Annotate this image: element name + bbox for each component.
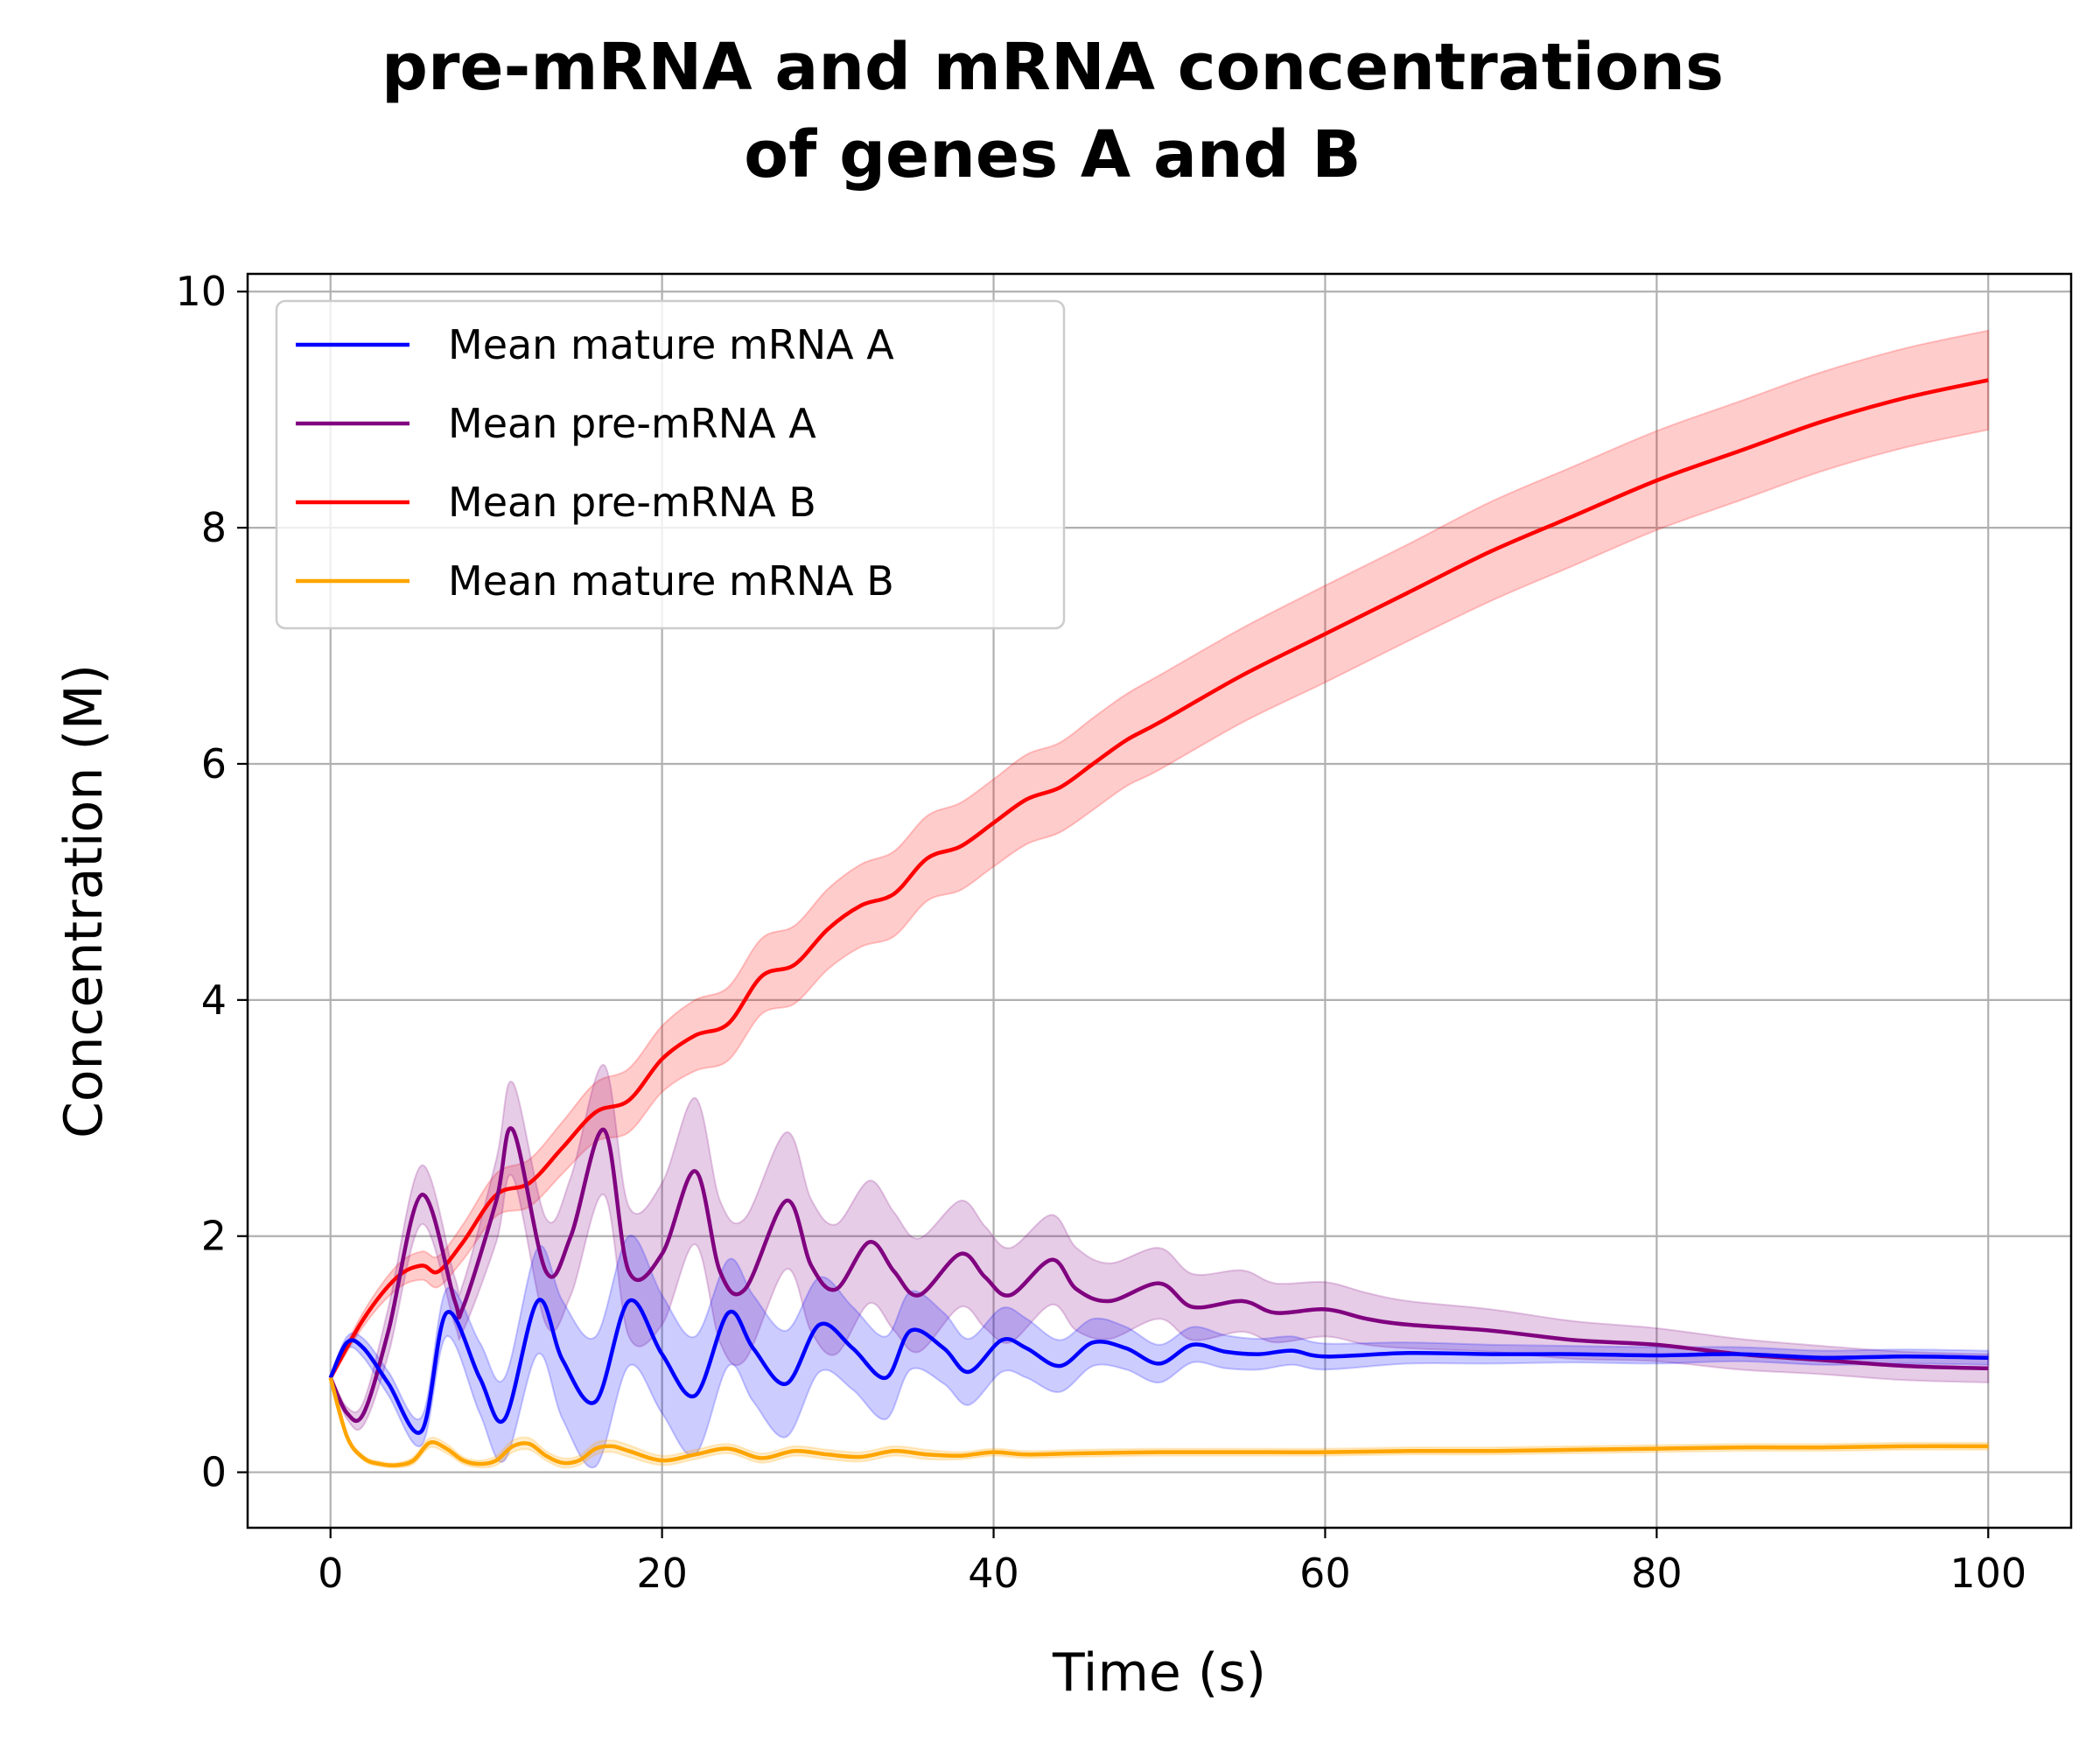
x-tick-label: 80 <box>1631 1550 1683 1597</box>
chart-title-line-1: pre-mRNA and mRNA concentrations <box>382 30 1724 105</box>
y-tick-label: 6 <box>201 740 227 788</box>
legend-label: Mean pre-mRNA B <box>448 479 816 526</box>
x-axis-label: Time (s) <box>1052 1642 1266 1704</box>
x-tick-label: 0 <box>318 1550 343 1597</box>
legend-label: Mean mature mRNA B <box>448 557 894 605</box>
line-mean-pre-mrna-a <box>328 1126 1989 1424</box>
axis-ticks: 0 20 40 60 80 100 0 2 4 6 8 10 <box>175 268 2026 1597</box>
plot-frame <box>246 272 2073 1530</box>
y-tick-label: 10 <box>175 268 227 315</box>
y-axis-label: Concentration (M) <box>53 664 115 1138</box>
y-tick-label: 0 <box>201 1449 227 1496</box>
x-tick-label: 40 <box>968 1550 1019 1597</box>
legend-label: Mean pre-mRNA A <box>448 400 816 447</box>
y-tick-label: 2 <box>201 1213 227 1260</box>
x-tick-label: 20 <box>636 1550 688 1597</box>
line-mean-pre-mrna-b <box>328 378 1989 1379</box>
series-lines <box>328 378 1989 1468</box>
band-mean-mature-mrna-a <box>329 1235 1990 1469</box>
legend-label: Mean mature mRNA A <box>448 321 894 368</box>
band-mean-pre-mrna-b <box>329 329 1990 1383</box>
legend-box <box>275 299 1066 630</box>
y-tick-label: 4 <box>201 976 227 1024</box>
x-tick-label: 100 <box>1950 1550 2026 1597</box>
y-tick-label: 8 <box>201 504 227 551</box>
line-mean-mature-mrna-a <box>328 1298 1989 1435</box>
legend: Mean mature mRNA A Mean pre-mRNA A Mean pr… <box>275 299 1066 630</box>
line-mean-mature-mrna-b <box>328 1376 1989 1468</box>
chart-title-line-2: of genes A and B <box>744 117 1361 192</box>
x-tick-label: 60 <box>1299 1550 1351 1597</box>
